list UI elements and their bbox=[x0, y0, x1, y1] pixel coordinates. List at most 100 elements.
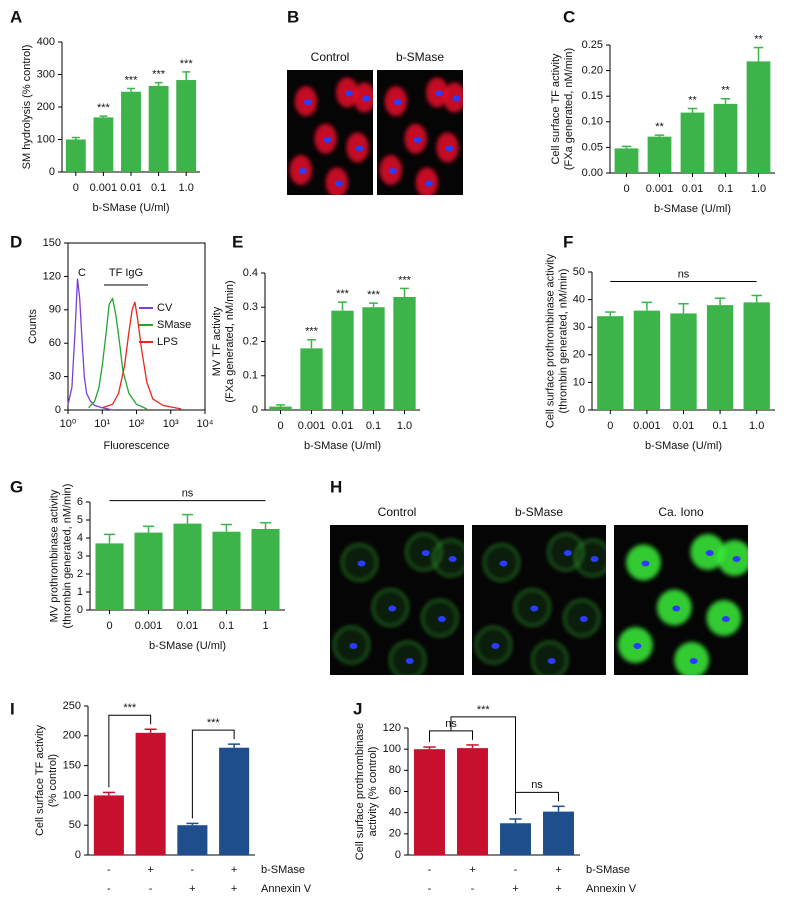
micrograph bbox=[377, 70, 463, 195]
factor-level: + bbox=[189, 883, 195, 895]
nucleus bbox=[388, 168, 397, 174]
x-tick-label: 10² bbox=[129, 418, 145, 430]
significance-label: *** bbox=[180, 58, 194, 70]
bar bbox=[121, 91, 141, 172]
bar bbox=[212, 531, 241, 610]
bar bbox=[746, 61, 771, 173]
nucleus bbox=[530, 605, 539, 612]
y-axis-label-line: (% control) bbox=[47, 754, 59, 807]
y-tick-label: 60 bbox=[49, 337, 61, 349]
bar bbox=[743, 302, 770, 410]
nucleus bbox=[424, 180, 433, 187]
nucleus bbox=[633, 643, 642, 649]
factor-level: - bbox=[471, 883, 475, 895]
x-axis-label: b-SMase (U/ml) bbox=[304, 440, 381, 452]
y-tick-label: 100 bbox=[383, 743, 401, 755]
significance-bracket bbox=[429, 730, 473, 743]
y-tick-label: 200 bbox=[37, 101, 55, 113]
nucleus bbox=[437, 616, 446, 622]
factor-level: + bbox=[555, 883, 561, 895]
bar bbox=[148, 85, 169, 172]
y-axis-label-line: SM hydrolysis (% control) bbox=[21, 45, 33, 170]
panel-letter: G bbox=[10, 477, 23, 496]
y-tick-label: 3 bbox=[77, 550, 83, 562]
x-tick-label: 0 bbox=[73, 182, 79, 194]
panel-letter: E bbox=[232, 232, 243, 251]
y-tick-label: 0.25 bbox=[582, 39, 603, 51]
y-tick-label: 250 bbox=[63, 700, 81, 712]
factor-name: Annexin V bbox=[261, 883, 312, 895]
micrograph bbox=[614, 525, 748, 675]
y-axis-label-line: Cell surface prothrombinase bbox=[354, 723, 366, 861]
image-label: Control bbox=[311, 50, 350, 64]
bar bbox=[680, 112, 705, 173]
y-axis-label-line: Cell surface prothrombinase activity bbox=[544, 253, 556, 428]
factor-level: - bbox=[107, 883, 111, 895]
y-axis-label: SM hydrolysis (% control) bbox=[21, 45, 33, 170]
significance-bracket bbox=[191, 729, 235, 819]
bar bbox=[134, 532, 163, 610]
significance-label: *** bbox=[152, 69, 166, 81]
y-tick-label: 150 bbox=[43, 237, 61, 249]
y-axis-label-line: Counts bbox=[27, 309, 39, 344]
x-tick-label: 0.1 bbox=[718, 183, 733, 195]
significance-label: ns bbox=[182, 488, 194, 500]
nucleus bbox=[732, 556, 741, 562]
x-tick-label: 0.001 bbox=[633, 420, 661, 432]
y-axis-label: Counts bbox=[27, 309, 39, 344]
bar bbox=[647, 136, 672, 173]
panel-letter: H bbox=[330, 477, 342, 496]
x-tick-label: 1.0 bbox=[397, 420, 412, 432]
significance-label: *** bbox=[398, 274, 412, 286]
annotation: TF IgG bbox=[109, 267, 143, 279]
nucleus bbox=[590, 556, 599, 562]
series-line bbox=[102, 301, 182, 410]
bar bbox=[219, 747, 250, 855]
cell bbox=[717, 540, 748, 576]
y-tick-label: 50 bbox=[573, 266, 585, 278]
panel-letter: D bbox=[10, 232, 22, 251]
panel-letter: A bbox=[10, 7, 22, 26]
bar bbox=[500, 823, 531, 855]
x-tick-label: 1.0 bbox=[751, 183, 766, 195]
bar bbox=[414, 749, 445, 855]
legend-label: SMase bbox=[157, 319, 191, 331]
y-axis-label-line: (FXa generated, nM/min) bbox=[224, 280, 236, 402]
y-tick-label: 400 bbox=[37, 36, 55, 48]
x-tick-label: 0.01 bbox=[682, 183, 703, 195]
x-tick-label: 0.01 bbox=[673, 420, 694, 432]
y-axis-label: Cell surface prothrombinaseactivity (% c… bbox=[354, 723, 379, 861]
y-axis-label: Cell surface TF activity(FXa generated, … bbox=[550, 48, 575, 170]
nucleus bbox=[445, 145, 454, 152]
factor-level: + bbox=[231, 883, 237, 895]
y-tick-label: 5 bbox=[77, 514, 83, 526]
nucleus bbox=[705, 550, 714, 556]
significance-bracket bbox=[108, 714, 152, 788]
micrograph bbox=[472, 525, 606, 675]
factor-name: Annexin V bbox=[586, 883, 637, 895]
y-tick-label: 0 bbox=[55, 404, 61, 416]
legend-label: LPS bbox=[157, 336, 178, 348]
x-tick-label: 0.001 bbox=[646, 183, 674, 195]
y-tick-label: 100 bbox=[63, 789, 81, 801]
factor-level: + bbox=[555, 864, 561, 876]
bar bbox=[670, 313, 697, 410]
bar bbox=[597, 316, 624, 410]
significance-label: ** bbox=[721, 85, 730, 97]
series-line bbox=[88, 296, 148, 410]
y-tick-label: 200 bbox=[63, 730, 81, 742]
y-tick-label: 20 bbox=[389, 828, 401, 840]
y-tick-label: 30 bbox=[49, 371, 61, 383]
significance-label: *** bbox=[477, 704, 491, 716]
nucleus bbox=[345, 90, 354, 97]
factor-name: b-SMase bbox=[586, 864, 630, 876]
y-axis-label-line: (FXa generated, nM/min) bbox=[563, 48, 575, 170]
y-tick-label: 2 bbox=[77, 568, 83, 580]
significance-label: ** bbox=[655, 121, 664, 133]
significance-label: ** bbox=[754, 33, 763, 45]
bar bbox=[543, 811, 574, 855]
x-tick-label: 0.1 bbox=[366, 420, 381, 432]
cell bbox=[432, 539, 464, 577]
y-tick-label: 0.05 bbox=[582, 141, 603, 153]
bar bbox=[176, 80, 197, 172]
